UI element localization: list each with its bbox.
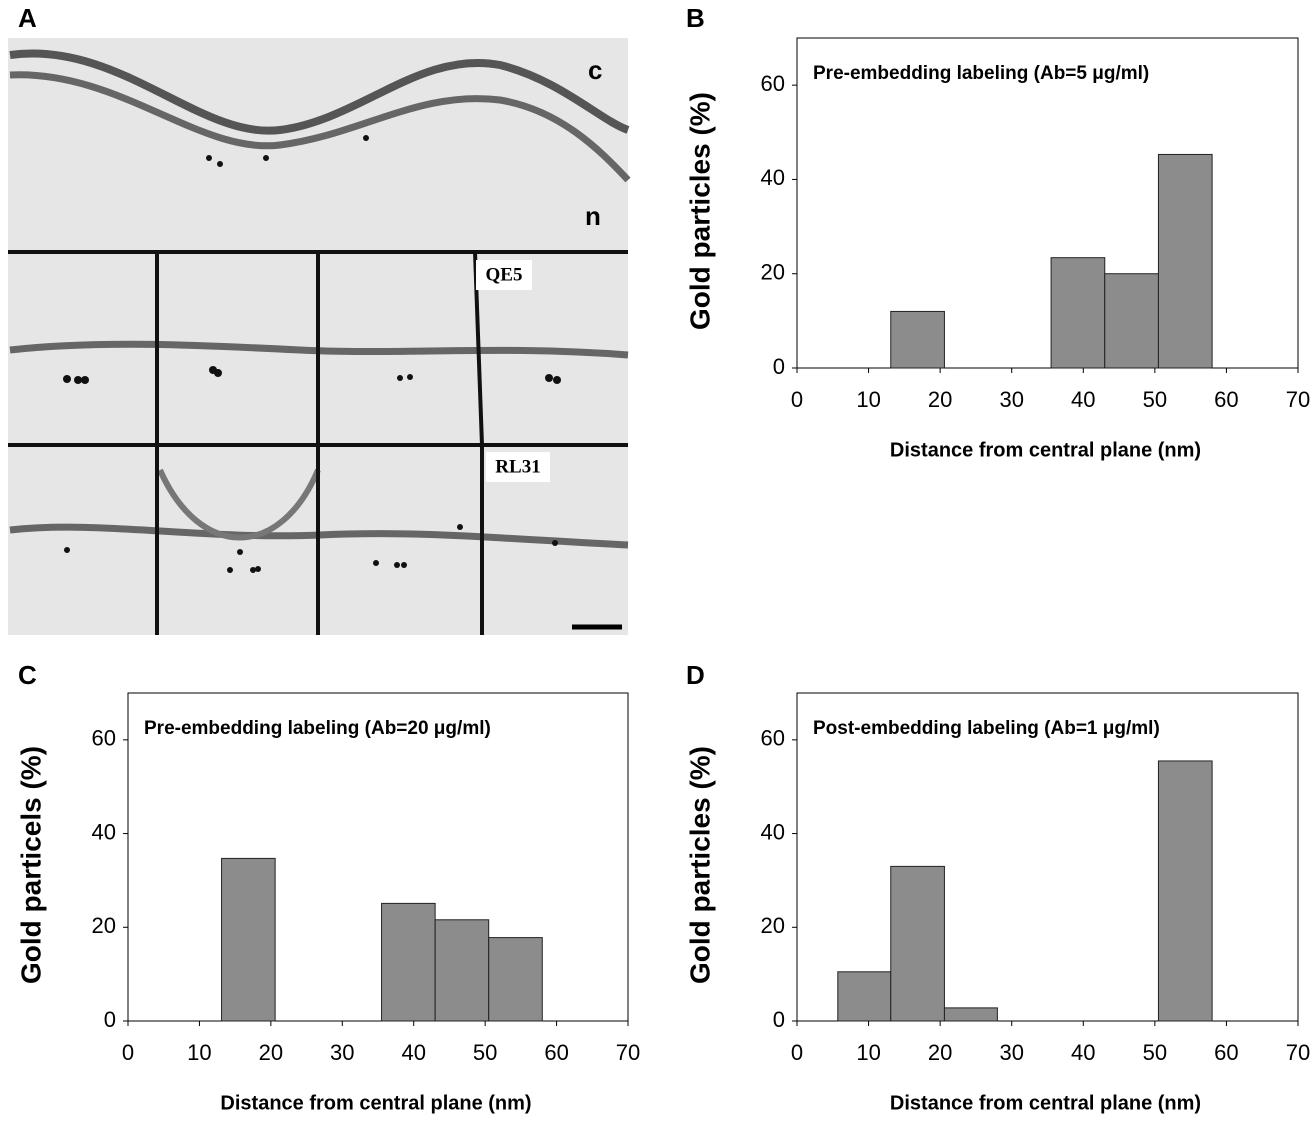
gold-particles bbox=[63, 135, 561, 573]
x-tick-label: 20 bbox=[259, 1040, 283, 1065]
bar bbox=[488, 937, 543, 1022]
x-tick-label: 30 bbox=[999, 387, 1023, 412]
annotation: RL31 bbox=[495, 456, 540, 477]
y-tick-label: 0 bbox=[773, 354, 785, 379]
x-tick-label: 20 bbox=[928, 1040, 952, 1065]
annotation: n bbox=[585, 201, 601, 231]
micrograph: A c n QE5 RL31 bbox=[8, 3, 631, 635]
y-tick-label: 20 bbox=[761, 260, 785, 285]
x-tick-label: 40 bbox=[1071, 1040, 1095, 1065]
x-tick-label: 60 bbox=[544, 1040, 568, 1065]
x-tick-label: 70 bbox=[1286, 1040, 1310, 1065]
annotation: c bbox=[588, 55, 602, 85]
bar bbox=[890, 865, 945, 1022]
membrane bbox=[9, 71, 631, 183]
label-box bbox=[486, 452, 550, 482]
membrane bbox=[9, 340, 629, 359]
plot-frame bbox=[127, 692, 629, 1022]
bar bbox=[1104, 273, 1159, 369]
chart-title: Post-embedding labeling (Ab=1 μg/ml) bbox=[813, 718, 1160, 739]
y-axis-label: Gold particels (%) bbox=[15, 746, 46, 984]
bar bbox=[434, 919, 490, 1022]
bar bbox=[837, 971, 892, 1022]
x-tick-label: 20 bbox=[928, 387, 952, 412]
membrane bbox=[9, 49, 630, 135]
y-tick-label: 40 bbox=[761, 819, 785, 844]
bar bbox=[381, 902, 436, 1022]
x-tick-label: 40 bbox=[1071, 387, 1095, 412]
plot-frame bbox=[796, 37, 1299, 369]
annotation: QE5 bbox=[486, 264, 523, 285]
x-tick-label: 10 bbox=[856, 1040, 880, 1065]
x-tick-label: 30 bbox=[330, 1040, 354, 1065]
chart-title: Pre-embedding labeling (Ab=5 μg/ml) bbox=[813, 63, 1149, 84]
membrane bbox=[157, 468, 321, 541]
y-tick-label: 20 bbox=[92, 913, 116, 938]
x-tick-label: 0 bbox=[122, 1040, 134, 1065]
x-tick-label: 10 bbox=[856, 387, 880, 412]
bar bbox=[1157, 760, 1213, 1022]
label-box bbox=[476, 260, 532, 290]
chart: C Pre-embedding labeling (Ab=20 μg/ml) 0 10… bbox=[15, 660, 640, 1114]
y-tick-label: 60 bbox=[92, 726, 116, 751]
x-tick-label: 0 bbox=[791, 387, 803, 412]
y-tick-label: 40 bbox=[92, 819, 116, 844]
x-tick-label: 50 bbox=[1143, 1040, 1167, 1065]
panel-label: B bbox=[686, 3, 705, 33]
y-tick-label: 0 bbox=[104, 1007, 116, 1032]
x-axis-label: Distance from central plane (nm) bbox=[890, 439, 1201, 461]
x-tick-label: 50 bbox=[1143, 387, 1167, 412]
bar bbox=[1157, 153, 1213, 369]
bar bbox=[221, 857, 276, 1022]
plot-frame bbox=[796, 692, 1299, 1022]
x-axis-label: Distance from central plane (nm) bbox=[890, 1092, 1201, 1114]
x-tick-label: 60 bbox=[1214, 387, 1238, 412]
chart-title: Pre-embedding labeling (Ab=20 μg/ml) bbox=[144, 718, 491, 739]
y-axis-label: Gold particles (%) bbox=[684, 92, 715, 330]
y-tick-label: 0 bbox=[773, 1007, 785, 1032]
x-tick-label: 40 bbox=[401, 1040, 425, 1065]
bar bbox=[1050, 257, 1106, 369]
panel-label: D bbox=[686, 660, 705, 690]
x-tick-label: 10 bbox=[187, 1040, 211, 1065]
x-tick-label: 0 bbox=[791, 1040, 803, 1065]
y-tick-label: 40 bbox=[761, 165, 785, 190]
bar bbox=[943, 1007, 998, 1022]
x-tick-label: 30 bbox=[999, 1040, 1023, 1065]
bar bbox=[890, 310, 945, 369]
panel-label: A bbox=[18, 3, 37, 33]
x-tick-label: 60 bbox=[1214, 1040, 1238, 1065]
x-tick-label: 70 bbox=[616, 1040, 640, 1065]
chart: D Post-embedding labeling (Ab=1 μg/ml) 0 10… bbox=[684, 660, 1310, 1114]
y-tick-label: 60 bbox=[761, 726, 785, 751]
chart: B Pre-embedding labeling (Ab=5 μg/ml) 0 10 2… bbox=[684, 3, 1310, 461]
y-tick-label: 20 bbox=[761, 913, 785, 938]
y-tick-label: 60 bbox=[761, 71, 785, 96]
y-axis-label: Gold particles (%) bbox=[684, 746, 715, 984]
x-tick-label: 70 bbox=[1286, 387, 1310, 412]
x-tick-label: 50 bbox=[473, 1040, 497, 1065]
x-axis-label: Distance from central plane (nm) bbox=[220, 1092, 531, 1114]
panel-label: C bbox=[18, 660, 37, 690]
